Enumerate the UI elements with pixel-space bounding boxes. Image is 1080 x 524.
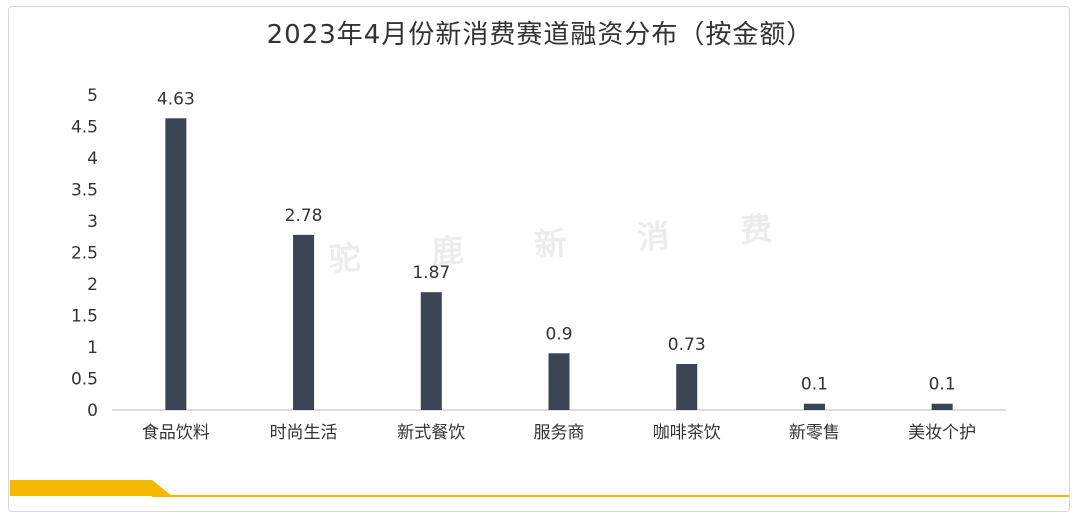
x-tick-label: 服务商 [534,423,585,443]
bar [420,292,442,410]
y-tick-label: 1 [87,338,98,358]
data-label: 0.1 [929,375,956,395]
y-tick-label: 5 [87,86,98,106]
bar [803,403,825,410]
y-tick-label: 3.5 [71,181,98,201]
x-tick-label: 新零售 [789,423,840,443]
accent-band [10,480,172,496]
y-tick-label: 4 [87,149,98,169]
y-tick-label: 0.5 [71,370,98,390]
bar [293,234,315,410]
data-label: 0.9 [545,324,572,344]
y-tick-label: 3 [87,212,98,232]
y-tick-label: 0 [87,401,98,421]
y-tick-label: 2 [87,275,98,295]
y-tick-label: 1.5 [71,307,98,327]
x-tick-label: 食品饮料 [142,423,210,443]
y-tick-label: 4.5 [71,118,98,138]
data-label: 2.78 [285,206,323,226]
data-label: 0.73 [668,335,706,355]
x-tick-label: 美妆个护 [908,423,976,443]
chart-title: 2023年4月份新消费赛道融资分布（按金额） [266,20,814,50]
chart-frame [8,6,1070,512]
bar [548,353,570,410]
data-label: 0.1 [801,375,828,395]
data-label: 4.63 [157,89,195,109]
bar [165,118,187,410]
y-tick-label: 2.5 [71,244,98,264]
bar [676,364,698,410]
data-label: 1.87 [412,263,450,283]
x-tick-label: 时尚生活 [270,423,338,443]
x-tick-label: 咖啡茶饮 [653,423,721,443]
x-tick-label: 新式餐饮 [397,423,465,443]
bar [931,403,953,410]
